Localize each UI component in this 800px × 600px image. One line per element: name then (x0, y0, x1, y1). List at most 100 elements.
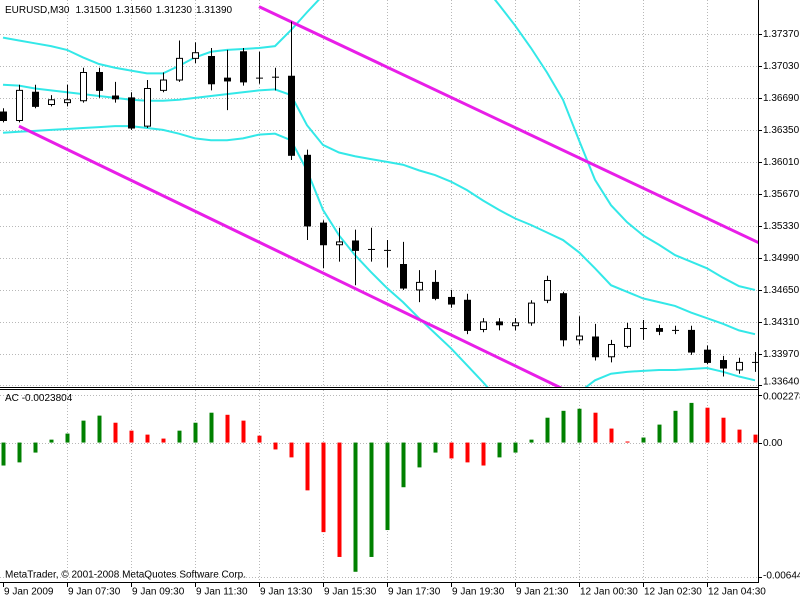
candle-body (592, 336, 599, 358)
candle-body (576, 335, 583, 341)
ac-bar (369, 442, 374, 557)
y-tick-label: 1.34990 (763, 253, 800, 264)
quote-value: 1.31500 (75, 5, 112, 16)
ac-bar (273, 442, 278, 450)
quote-value: 1.31560 (116, 5, 153, 16)
candle-body (704, 349, 711, 363)
copyright: MetaTrader, © 2001-2008 MetaQuotes Softw… (5, 570, 246, 581)
ac-bar (545, 417, 550, 443)
ac-bar (241, 420, 246, 443)
y-tick-label: 1.34650 (763, 285, 800, 296)
x-tick-label: 9 Jan 21:30 (516, 587, 569, 598)
candle-body (96, 71, 103, 91)
ac-bar (257, 435, 262, 443)
candle-body (464, 299, 471, 331)
ac-bar (177, 430, 182, 443)
candle-body (480, 321, 487, 330)
ac-bar (497, 442, 502, 458)
chart-title: EURUSD,M30 (5, 5, 70, 16)
candle-body (656, 328, 663, 332)
ac-bar (689, 402, 694, 443)
ac-bar (513, 442, 518, 453)
x-tick-label: 9 Jan 13:30 (260, 587, 313, 598)
ac-bar (289, 442, 294, 458)
x-tick-label: 9 Jan 11:30 (196, 587, 248, 598)
candle-body (416, 281, 423, 291)
ac-bar (417, 442, 422, 468)
indicator-header: AC -0.0023804 (5, 393, 73, 404)
candle-body (80, 71, 87, 102)
candle-body (432, 281, 439, 299)
x-tick-label: 9 Jan 2009 (4, 587, 54, 598)
ac-bar (529, 439, 534, 443)
y-tick-label: 1.33640 (763, 377, 800, 388)
candle-body (160, 79, 167, 91)
x-tick-label: 12 Jan 00:30 (580, 587, 638, 598)
ac-bar (753, 434, 758, 443)
ac-bar (625, 441, 630, 443)
ac-bar (641, 437, 646, 443)
ac-bar (113, 422, 118, 443)
ac-bar (33, 442, 38, 453)
band-line (2, 83, 756, 336)
price-plot (0, 0, 758, 387)
ac-bar (449, 442, 454, 459)
y-tick-label: 1.36010 (763, 157, 800, 168)
candle-body (336, 241, 343, 246)
x-tick-label: 9 Jan 07:30 (68, 587, 121, 598)
ac-bar (49, 439, 54, 443)
ac-bar (433, 442, 438, 453)
y-tick-label: 1.35330 (763, 221, 800, 232)
x-tick-label: 12 Jan 04:30 (708, 587, 766, 598)
candle-body (544, 280, 551, 301)
ac-bar (465, 442, 470, 463)
candle-body (560, 293, 567, 341)
candle-body (128, 97, 135, 129)
ac-bar (145, 434, 150, 443)
ac-bar (97, 415, 102, 443)
ac-bar (401, 442, 406, 488)
ac-bar (657, 424, 662, 443)
ac-bar (129, 430, 134, 443)
x-tick-label: 9 Jan 19:30 (452, 587, 505, 598)
quote-value: 1.31230 (156, 5, 193, 16)
candle-body (512, 322, 519, 327)
candle-body (352, 240, 359, 251)
ac-bar (321, 442, 326, 533)
candle-body (48, 99, 55, 105)
y-tick-label: 1.33970 (763, 349, 800, 360)
y-tick-label: 1.36350 (763, 125, 800, 136)
indicator-title: AC (5, 393, 19, 404)
ac-bar (593, 412, 598, 443)
candle-body (16, 89, 23, 121)
grid-layer (0, 0, 758, 582)
candle-body (32, 91, 39, 107)
ac-bar (705, 407, 710, 443)
ac-bar (1, 442, 6, 466)
band-line (2, 0, 756, 291)
ac-bar (161, 438, 166, 443)
candle-body (240, 51, 247, 83)
ac-bar (609, 428, 614, 443)
candle-body (448, 296, 455, 305)
ac-bar (385, 442, 390, 531)
x-tick-label: 12 Jan 02:30 (644, 587, 702, 598)
ac-bar (337, 442, 342, 557)
y-tick-label: 1.37030 (763, 61, 800, 72)
y-tick-label: 1.36690 (763, 93, 800, 104)
ac-bar (737, 429, 742, 443)
ac-bar (721, 417, 726, 443)
y-tick-label: 1.35670 (763, 189, 800, 200)
candle-body (64, 99, 71, 104)
ac-bar (209, 412, 214, 443)
candle-body (720, 360, 727, 369)
y-tick-label: 1.34310 (763, 317, 800, 328)
ac-bar (353, 442, 358, 572)
y-tick-label: 0.002278 (763, 392, 800, 403)
y-tick-label: 1.37370 (763, 29, 800, 40)
x-tick-label: 9 Jan 15:30 (324, 587, 377, 598)
ac-bar (81, 420, 86, 443)
ac-bar (65, 433, 70, 443)
candle-body (0, 111, 7, 121)
